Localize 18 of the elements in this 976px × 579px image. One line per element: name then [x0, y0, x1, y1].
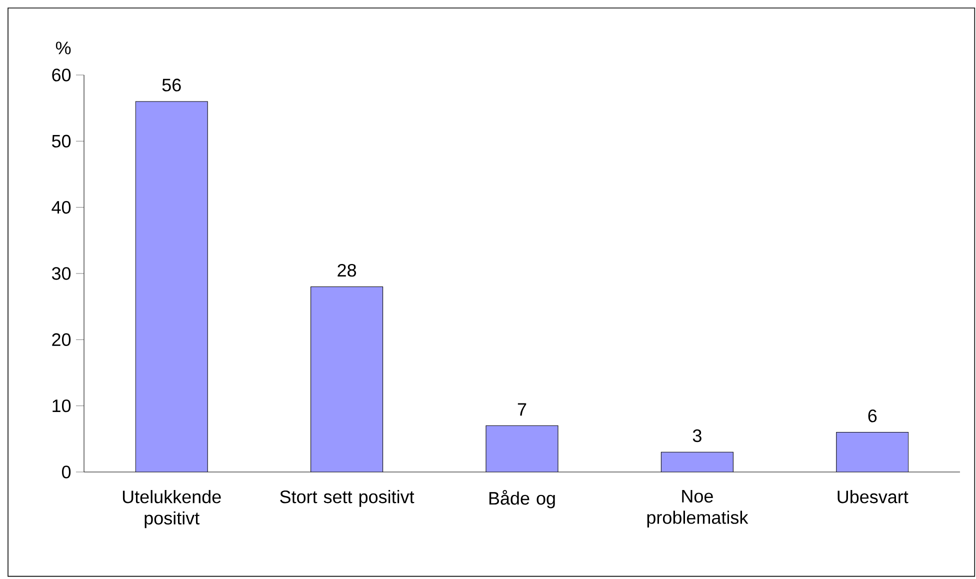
y-tick-label: 0 [62, 466, 71, 478]
y-tick-label: 50 [52, 134, 71, 148]
data-label: 56 [162, 78, 181, 92]
y-tick-label: 30 [52, 267, 71, 280]
y-tick-label: 40 [52, 200, 71, 214]
data-label: 28 [338, 264, 356, 277]
data-label: 7 [518, 403, 526, 416]
x-tick-label: Noe problematisk [647, 490, 748, 528]
y-tick-label: 10 [52, 399, 71, 412]
y-tick-label: 20 [52, 333, 71, 346]
x-tick-label: Stort sett positivt [280, 490, 414, 507]
y-axis-title: % [56, 42, 71, 54]
y-tick-label: 60 [52, 68, 71, 82]
data-label: 3 [692, 429, 702, 442]
x-tick-label: Ubesvart [838, 490, 908, 504]
data-label: 6 [868, 410, 877, 422]
x-tick-label: Både og [489, 490, 555, 508]
x-tick-label: Utelukkende positivt [122, 490, 221, 528]
